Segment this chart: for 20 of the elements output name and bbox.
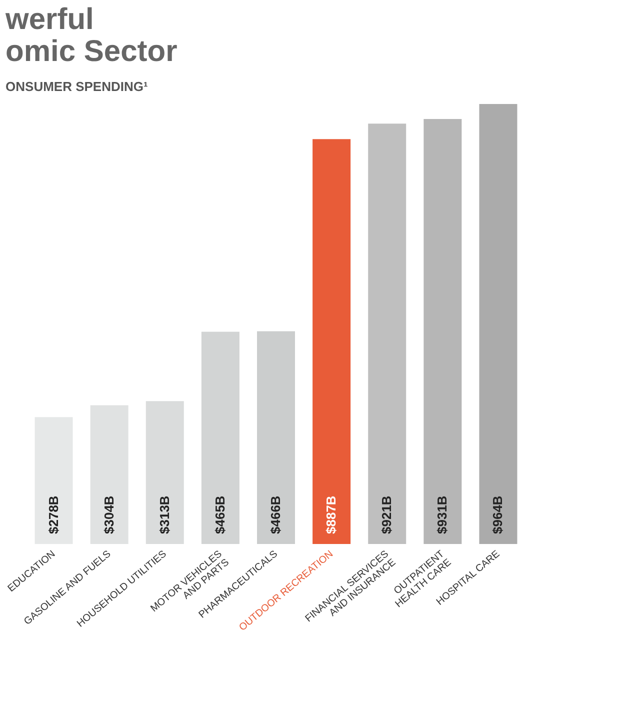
data-label: $887B [324,496,339,534]
bar [312,139,351,544]
data-label: $921B [379,496,394,534]
chart-title: werful omic Sector [4,3,178,68]
bar [34,417,73,544]
data-label: $466B [268,496,283,534]
data-label: $931B [434,496,450,534]
bar [368,124,406,544]
chart-subtitle: ONSUMER SPENDING¹ [6,79,148,94]
bar [424,119,462,544]
bar [146,401,184,544]
bar [479,104,518,544]
data-label: $278B [46,496,61,534]
data-label: $964B [490,496,506,534]
data-label: $465B [212,496,228,534]
data-label: $304B [101,496,116,534]
data-label: $313B [156,496,172,534]
bar [257,331,295,544]
bar [201,332,240,544]
bar [90,405,128,544]
